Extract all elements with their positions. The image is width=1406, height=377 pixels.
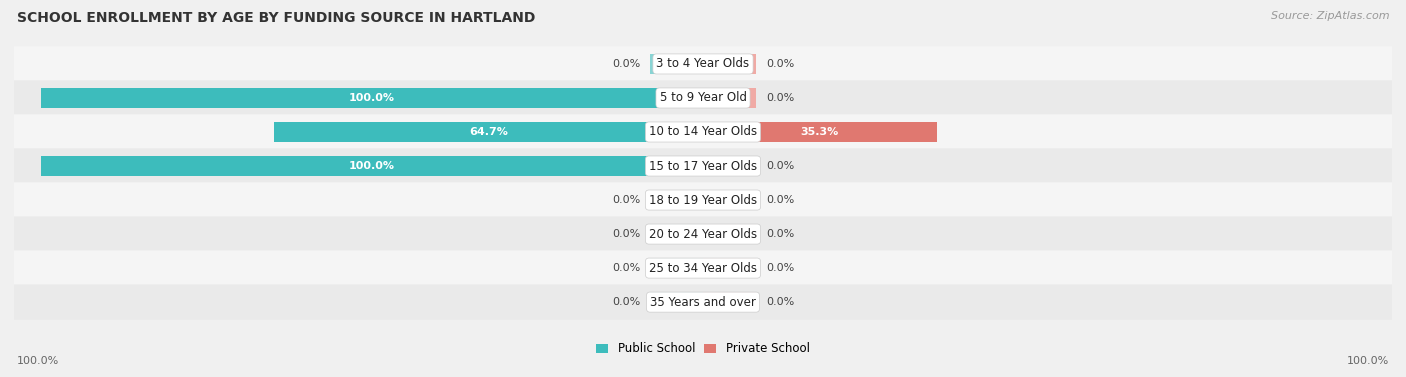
Legend: Public School, Private School: Public School, Private School [592, 338, 814, 360]
Text: 0.0%: 0.0% [612, 263, 640, 273]
Bar [703, 54, 756, 74]
Bar [41, 88, 703, 108]
Bar [703, 292, 756, 312]
Text: 20 to 24 Year Olds: 20 to 24 Year Olds [650, 228, 756, 241]
Text: 35 Years and over: 35 Years and over [650, 296, 756, 309]
Text: 0.0%: 0.0% [766, 161, 794, 171]
FancyBboxPatch shape [14, 46, 1392, 82]
Text: 0.0%: 0.0% [612, 297, 640, 307]
Text: 0.0%: 0.0% [766, 297, 794, 307]
Text: 0.0%: 0.0% [612, 195, 640, 205]
FancyBboxPatch shape [14, 80, 1392, 116]
Bar [703, 224, 756, 244]
FancyBboxPatch shape [14, 284, 1392, 320]
Text: 0.0%: 0.0% [766, 229, 794, 239]
FancyBboxPatch shape [14, 250, 1392, 286]
Bar [41, 156, 703, 176]
FancyBboxPatch shape [14, 148, 1392, 184]
Text: 3 to 4 Year Olds: 3 to 4 Year Olds [657, 57, 749, 70]
Bar [274, 122, 703, 142]
Text: 0.0%: 0.0% [766, 93, 794, 103]
Bar [650, 54, 703, 74]
Bar [703, 156, 756, 176]
Text: 25 to 34 Year Olds: 25 to 34 Year Olds [650, 262, 756, 274]
Bar [650, 190, 703, 210]
Bar [703, 122, 936, 142]
Text: 100.0%: 100.0% [349, 93, 395, 103]
Text: 0.0%: 0.0% [766, 195, 794, 205]
Text: Source: ZipAtlas.com: Source: ZipAtlas.com [1271, 11, 1389, 21]
FancyBboxPatch shape [14, 114, 1392, 150]
Text: 0.0%: 0.0% [766, 59, 794, 69]
Text: 18 to 19 Year Olds: 18 to 19 Year Olds [650, 193, 756, 207]
Text: 10 to 14 Year Olds: 10 to 14 Year Olds [650, 126, 756, 138]
Text: 100.0%: 100.0% [1347, 356, 1389, 366]
Text: SCHOOL ENROLLMENT BY AGE BY FUNDING SOURCE IN HARTLAND: SCHOOL ENROLLMENT BY AGE BY FUNDING SOUR… [17, 11, 536, 25]
Bar [650, 258, 703, 278]
Bar [703, 190, 756, 210]
Text: 100.0%: 100.0% [17, 356, 59, 366]
Bar [703, 88, 756, 108]
FancyBboxPatch shape [14, 182, 1392, 218]
Text: 0.0%: 0.0% [612, 229, 640, 239]
Text: 35.3%: 35.3% [801, 127, 839, 137]
FancyBboxPatch shape [14, 216, 1392, 252]
Text: 100.0%: 100.0% [349, 161, 395, 171]
Bar [703, 258, 756, 278]
Text: 5 to 9 Year Old: 5 to 9 Year Old [659, 92, 747, 104]
Text: 0.0%: 0.0% [766, 263, 794, 273]
Text: 64.7%: 64.7% [470, 127, 508, 137]
Bar [650, 224, 703, 244]
Text: 15 to 17 Year Olds: 15 to 17 Year Olds [650, 159, 756, 173]
Text: 0.0%: 0.0% [612, 59, 640, 69]
Bar [650, 292, 703, 312]
